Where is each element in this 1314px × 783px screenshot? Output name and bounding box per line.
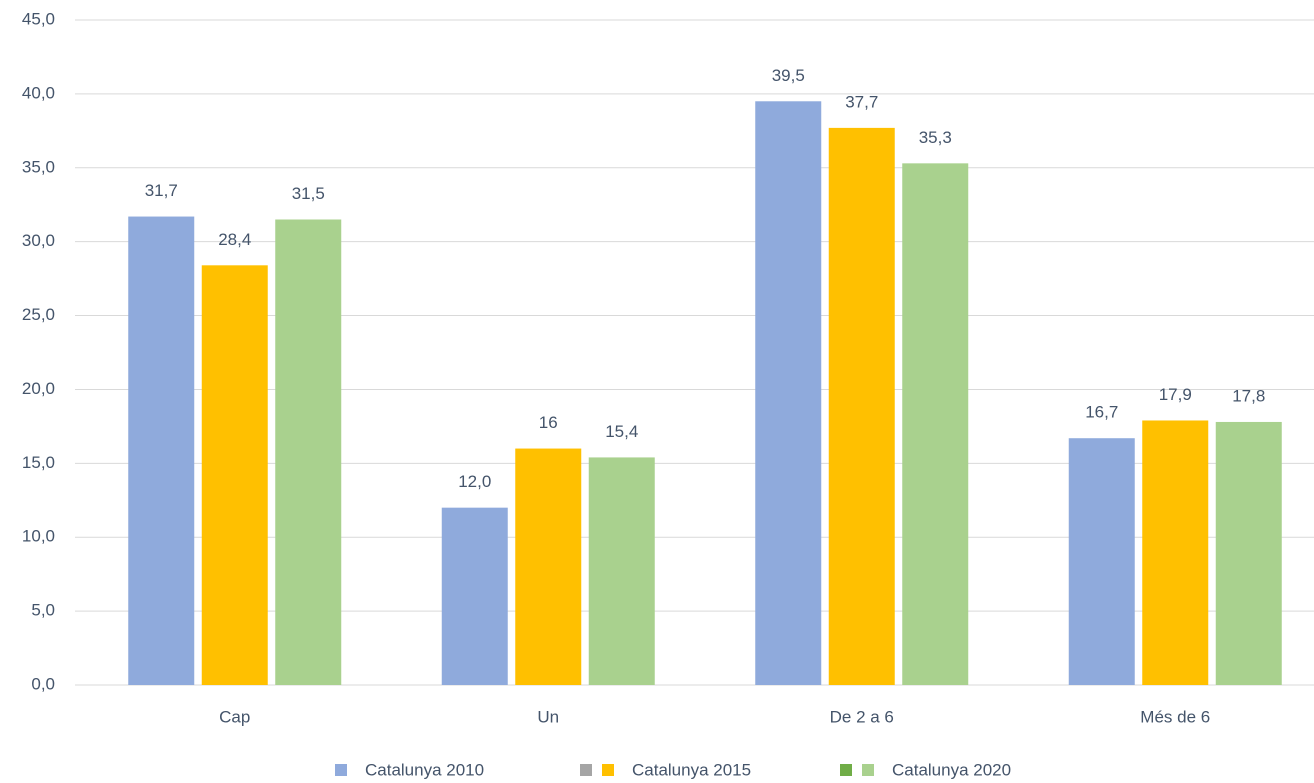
data-label: 17,9 [1159,385,1192,404]
legend-swatch [602,764,614,776]
y-tick-label: 15,0 [22,453,55,472]
data-label: 28,4 [218,230,251,249]
y-tick-label: 40,0 [22,83,55,102]
data-label: 35,3 [919,128,952,147]
data-label: 31,5 [292,184,325,203]
bar [755,101,822,686]
x-tick-label: De 2 a 6 [830,707,894,726]
bar [275,219,342,685]
data-label: 17,8 [1232,386,1265,405]
x-tick-label: Més de 6 [1140,707,1210,726]
y-tick-label: 25,0 [22,305,55,324]
bar [201,265,268,685]
y-tick-label: 0,0 [31,674,55,693]
data-label: 37,7 [845,92,878,111]
data-label: 12,0 [458,472,491,491]
y-tick-label: 35,0 [22,157,55,176]
y-tick-label: 5,0 [31,601,55,620]
legend-label: Catalunya 2020 [892,760,1011,779]
data-label: 39,5 [772,66,805,85]
bar [1215,421,1282,685]
bar [1068,438,1135,685]
y-tick-label: 45,0 [22,9,55,28]
legend-swatch [862,764,874,776]
legend-swatch [840,764,852,776]
bar [441,507,508,685]
x-tick-label: Cap [219,707,250,726]
y-tick-label: 20,0 [22,379,55,398]
bar [1142,420,1209,685]
data-label: 16,7 [1085,403,1118,422]
data-label: 15,4 [605,422,638,441]
data-label: 31,7 [145,181,178,200]
x-tick-label: Un [537,707,559,726]
legend-swatch [580,764,592,776]
legend-label: Catalunya 2015 [632,760,751,779]
legend-swatch [335,764,347,776]
bar [128,216,195,686]
legend-label: Catalunya 2010 [365,760,484,779]
y-tick-label: 10,0 [22,527,55,546]
bar [902,163,969,685]
y-tick-label: 30,0 [22,231,55,250]
bar [588,457,655,685]
bar [515,448,582,685]
bar [828,127,895,685]
data-label: 16 [539,413,558,432]
